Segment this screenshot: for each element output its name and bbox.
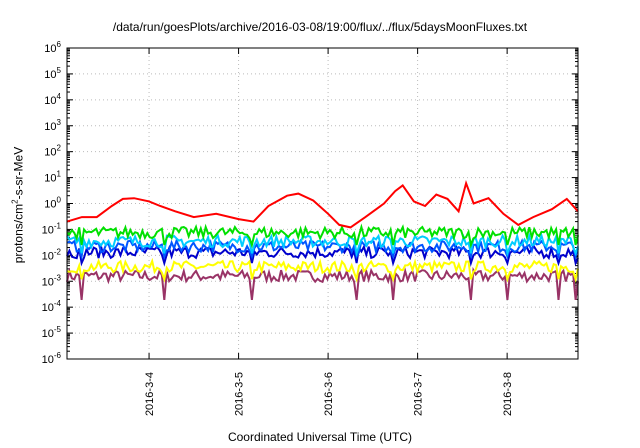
- x-tick-label: 2016-3-7: [413, 372, 425, 416]
- y-tick-label: 105: [44, 66, 61, 81]
- y-tick-label: 101: [44, 170, 61, 185]
- y-tick-label: 104: [44, 92, 61, 107]
- x-tick-label: 2016-3-6: [323, 372, 335, 416]
- plot-frame: [66, 47, 579, 360]
- series-line: [66, 266, 579, 301]
- y-tick-label: 102: [44, 144, 61, 159]
- y-tick-label: 106: [44, 40, 61, 55]
- series-line: [66, 231, 579, 258]
- y-axis-label: protons/cm2-s-sr-MeV: [11, 147, 26, 263]
- y-tick-label: 10-2: [42, 247, 62, 262]
- chart-title: /data/run/goesPlots/archive/2016-03-08/1…: [112, 20, 528, 34]
- y-axis-label-unit: protons/cm: [11, 203, 26, 264]
- x-axis-label: Coordinated Universal Time (UTC): [227, 430, 413, 444]
- y-axis-label-rest: -s-sr-MeV: [11, 146, 26, 200]
- series-line: [66, 257, 579, 283]
- y-tick-label: 100: [44, 196, 61, 211]
- series-line: [66, 180, 579, 229]
- y-tick-label: 10-4: [42, 299, 62, 314]
- x-tick-label: 2016-3-5: [234, 372, 246, 416]
- y-tick-label: 10-5: [42, 325, 62, 340]
- y-axis-label-exponent: 2: [10, 199, 20, 204]
- y-tick-label: 10-1: [42, 221, 62, 236]
- x-tick-label: 2016-3-8: [502, 372, 514, 416]
- series-line: [66, 223, 579, 249]
- series-line: [66, 244, 579, 268]
- x-tick-label: 2016-3-4: [144, 372, 156, 416]
- y-tick-label: 103: [44, 118, 61, 133]
- y-tick-label: 10-6: [42, 351, 62, 366]
- y-tick-label: 10-3: [42, 273, 62, 288]
